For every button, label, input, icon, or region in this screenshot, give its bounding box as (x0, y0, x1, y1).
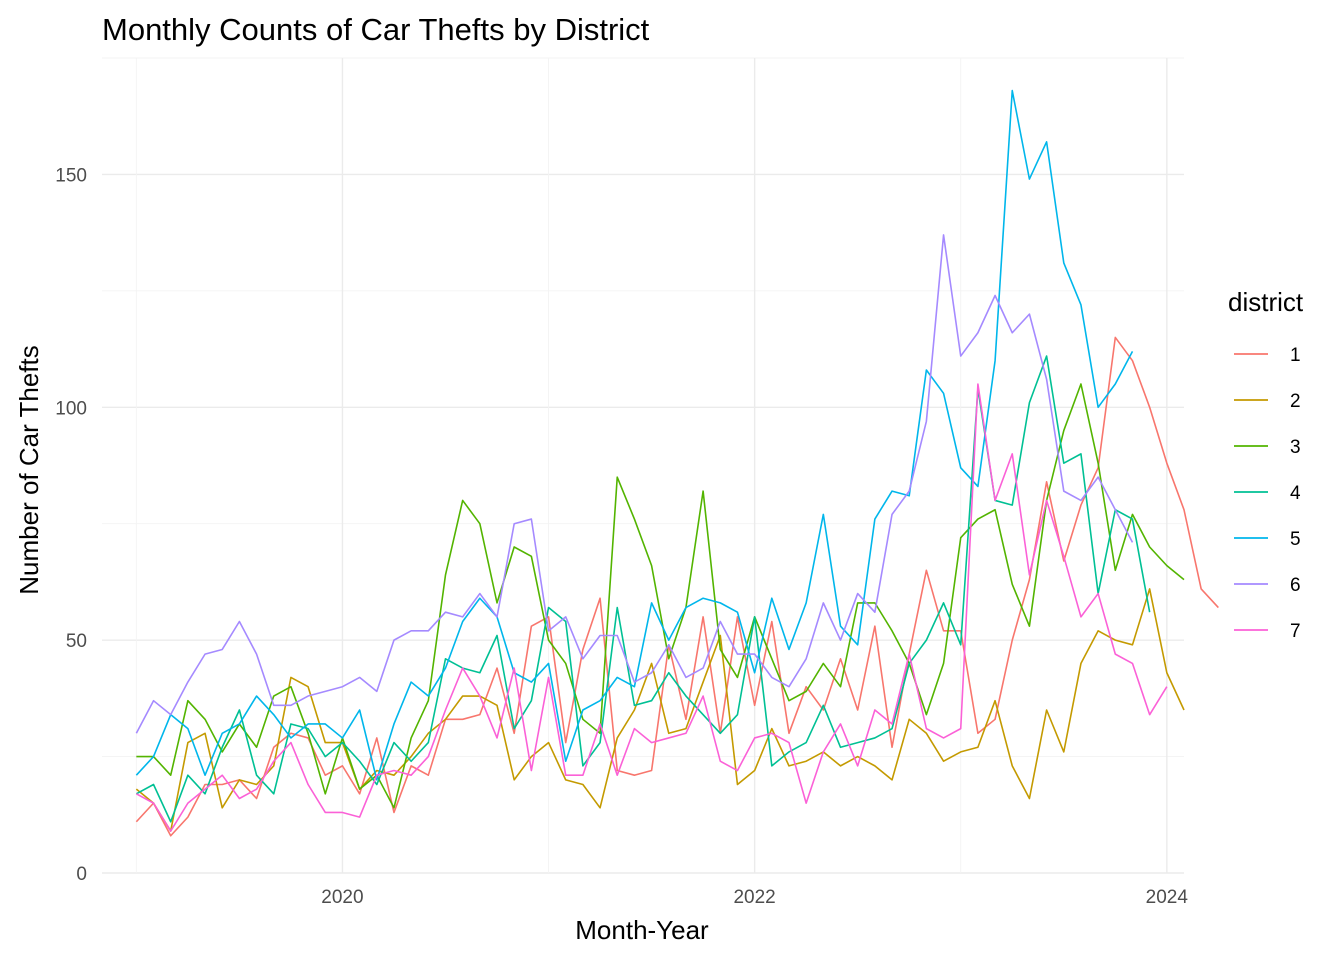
legend-label: 6 (1290, 575, 1301, 596)
legend: district 1 2 3 4 5 6 7 (1228, 287, 1304, 642)
y-axis-ticks: 0 50 100 150 (55, 165, 87, 885)
legend-label: 3 (1290, 437, 1301, 458)
y-tick-label: 0 (76, 864, 87, 885)
series-line-district-5 (135, 89, 1134, 781)
x-tick-label: 2022 (733, 887, 775, 908)
y-axis-title: Number of Car Thefts (14, 345, 44, 595)
series-line-district-6 (135, 234, 1134, 734)
y-tick-label: 150 (55, 165, 87, 186)
grid (102, 57, 1184, 874)
x-tick-label: 2020 (321, 887, 363, 908)
x-tick-label: 2024 (1146, 887, 1189, 908)
legend-label: 4 (1290, 483, 1301, 504)
y-tick-label: 100 (55, 398, 87, 419)
series-line-district-7 (135, 383, 1168, 832)
series-line-district-3 (136, 383, 1185, 809)
legend-label: 7 (1290, 621, 1301, 642)
series-line-district-4 (135, 355, 1151, 823)
series-lines (135, 89, 1219, 837)
legend-title: district (1228, 287, 1304, 317)
legend-label: 2 (1290, 391, 1301, 412)
chart-title: Monthly Counts of Car Thefts by District (102, 12, 650, 47)
x-axis-ticks: 2020 2022 2024 (321, 887, 1188, 908)
x-axis-title: Month-Year (575, 915, 709, 945)
series-line-district-1 (135, 336, 1219, 837)
legend-label: 5 (1290, 529, 1301, 550)
y-tick-label: 50 (66, 631, 87, 652)
legend-label: 1 (1290, 345, 1301, 366)
